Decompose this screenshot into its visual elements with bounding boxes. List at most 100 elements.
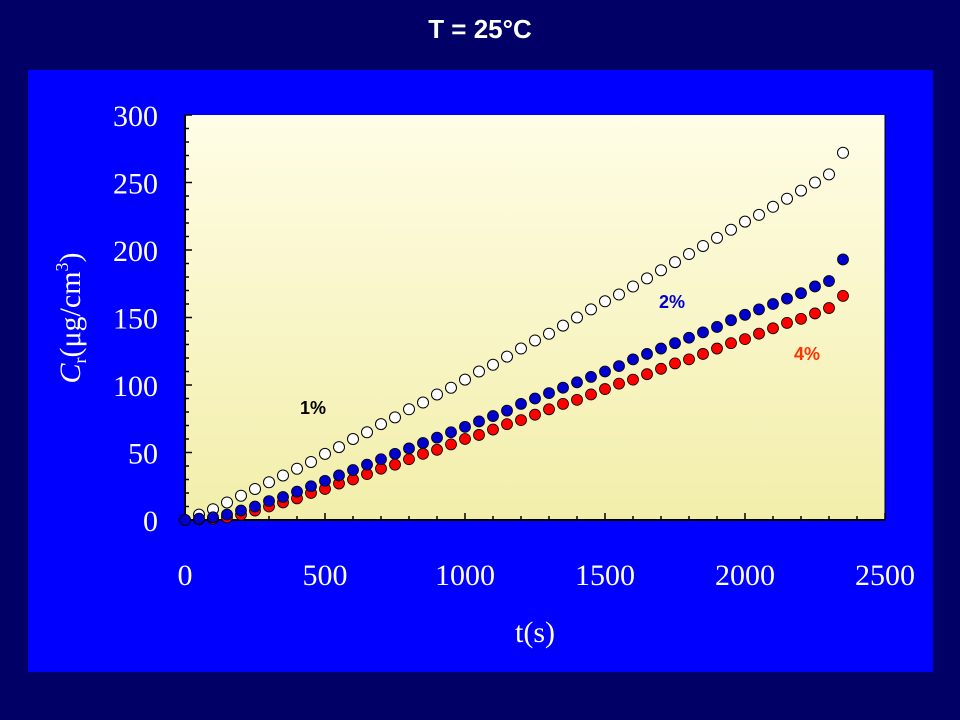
data-point [697,348,709,360]
annotation-4-percent: 4% [794,344,820,364]
data-point [613,377,625,390]
data-point [725,223,737,236]
data-point [543,403,555,416]
data-point [571,311,583,324]
data-point [389,411,401,424]
x-tick-label: 0 [178,559,193,592]
data-point [753,303,765,316]
data-point [501,350,513,363]
data-point [669,256,681,269]
data-point [473,429,485,441]
y-tick-label: 200 [113,235,158,268]
data-point [193,512,205,525]
data-point [431,431,443,444]
axis-ticks [184,114,886,521]
data-point [627,353,639,366]
data-point [179,514,191,526]
data-point [403,442,415,455]
x-tick-label: 1000 [435,559,495,592]
data-point [221,496,233,509]
data-point [277,491,289,503]
y-tick-label: 0 [143,505,158,538]
data-point [305,455,317,468]
data-point [417,447,429,460]
data-point [809,307,821,320]
data-point [473,415,485,428]
x-axis-label: t(s) [515,616,555,649]
x-tick-label: 500 [303,559,348,592]
data-point [641,272,653,285]
y-tick-label: 250 [113,168,158,201]
data-point [809,176,821,189]
data-point [725,314,737,327]
data-point [543,387,555,400]
data-point [263,476,275,489]
data-point [823,275,835,287]
data-point [697,239,709,252]
data-point [809,280,821,293]
data-point [823,168,835,181]
y-axis-label: Cr(μg/cm3) [52,252,90,383]
data-point [571,393,583,406]
series-2 [179,253,849,526]
data-point [753,208,765,221]
data-point [613,360,625,373]
data-point [557,397,569,410]
data-point [459,420,471,433]
data-point [613,288,625,301]
y-tick-label: 100 [113,370,158,403]
data-point [557,319,569,332]
data-point [683,248,695,261]
data-point [249,482,261,495]
data-point [627,280,639,293]
data-point [655,264,667,277]
data-point [669,337,681,350]
data-point [235,504,247,517]
series-1 [179,146,849,526]
data-point [445,438,457,451]
data-point [837,146,849,159]
y-label-unit: (μg/cm [54,271,87,357]
data-point [501,404,513,417]
data-point [683,331,695,344]
data-point [781,292,793,305]
data-point [319,474,331,487]
data-point [361,426,373,439]
y-tick-label: 50 [128,438,158,471]
data-point [515,397,527,410]
data-point [711,231,723,244]
data-point [753,327,765,340]
data-point [305,480,317,493]
data-point [795,184,807,197]
data-point [585,370,597,383]
data-point [781,316,793,329]
data-point [697,326,709,339]
data-point [235,489,247,502]
y-tick-label: 300 [113,100,158,133]
annotation-2-percent: 2% [659,292,685,312]
y-label-close: ) [54,252,87,262]
slide-title: T = 25°C [428,14,532,44]
svg-text:Cr(μg/cm3): Cr(μg/cm3) [52,252,90,383]
x-tick-label: 2000 [715,559,775,592]
data-point [543,327,555,340]
data-point [403,453,415,466]
data-point [711,342,723,355]
data-point [319,447,331,460]
data-point [837,253,849,266]
data-point [767,200,779,213]
data-point [375,453,387,466]
data-point [655,342,667,355]
data-point [669,357,681,370]
data-point [389,447,401,460]
data-point [445,426,457,439]
data-point [739,308,751,321]
y-label-sup: 3 [52,262,72,271]
data-point [599,295,611,308]
data-point [627,373,639,386]
data-point [487,410,499,422]
plot-area [185,115,885,520]
data-point [277,469,289,482]
data-point [487,358,499,371]
